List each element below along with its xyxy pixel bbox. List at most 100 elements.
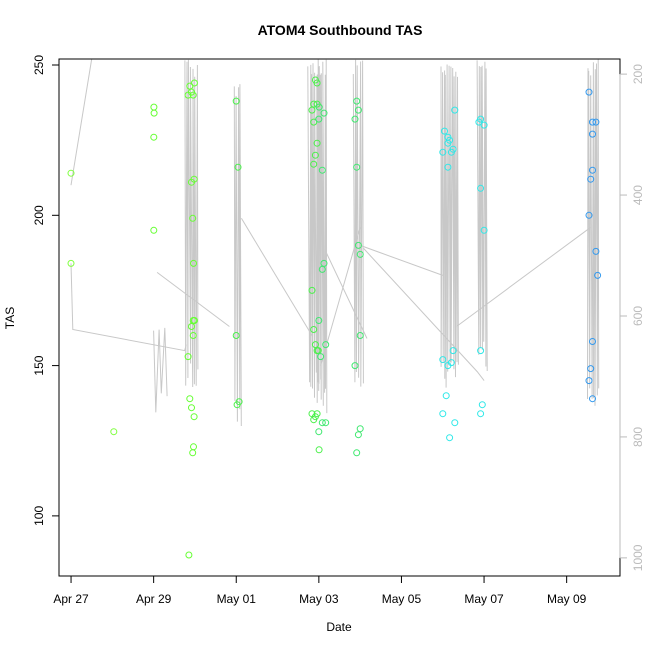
data-point bbox=[310, 118, 318, 126]
trajectory-line-burst bbox=[587, 59, 600, 406]
data-point bbox=[315, 103, 323, 111]
data-point bbox=[315, 115, 323, 123]
data-point bbox=[150, 133, 158, 141]
axes: Apr 27 Apr 29 May 01 May 03 May 05 May 07 May … bbox=[32, 55, 645, 606]
data-point bbox=[589, 118, 596, 126]
data-point bbox=[190, 443, 197, 451]
data-point bbox=[354, 431, 362, 439]
y-tick-label: 250 bbox=[32, 55, 46, 75]
data-point bbox=[480, 226, 488, 234]
data-point bbox=[318, 419, 326, 427]
y-axis-label: TAS bbox=[3, 307, 17, 329]
trajectory-line bbox=[70, 263, 187, 352]
x-tick-label: May 01 bbox=[217, 592, 257, 606]
trajectory-line-burst bbox=[316, 59, 328, 414]
y-tick-label: 150 bbox=[32, 355, 46, 375]
data-point bbox=[356, 332, 364, 339]
data-point bbox=[356, 425, 364, 433]
data-point bbox=[190, 259, 197, 267]
secondary-y-tick-label: 200 bbox=[631, 64, 645, 84]
data-point bbox=[184, 353, 192, 361]
data-point bbox=[447, 359, 455, 367]
data-point bbox=[234, 163, 242, 171]
data-point bbox=[589, 395, 596, 403]
data-point bbox=[477, 115, 485, 123]
data-point bbox=[477, 347, 485, 355]
data-point bbox=[318, 166, 326, 174]
data-point bbox=[313, 79, 321, 87]
trajectory-line bbox=[360, 244, 443, 276]
y-tick-label: 200 bbox=[32, 205, 46, 225]
data-point bbox=[315, 446, 323, 454]
data-point bbox=[439, 148, 447, 156]
data-point bbox=[110, 428, 118, 436]
data-point bbox=[315, 317, 323, 324]
data-point bbox=[585, 377, 593, 385]
x-tick-label: May 09 bbox=[547, 592, 587, 606]
data-point bbox=[311, 151, 319, 159]
data-point bbox=[351, 362, 359, 370]
data-point bbox=[189, 91, 197, 99]
trajectory-line bbox=[240, 218, 313, 336]
data-point bbox=[318, 265, 326, 273]
data-point bbox=[190, 317, 198, 324]
x-tick-label: Apr 29 bbox=[136, 592, 172, 606]
data-point bbox=[447, 148, 455, 156]
trajectory-line-burst bbox=[233, 84, 242, 427]
data-point bbox=[315, 428, 323, 436]
x-tick-label: Apr 27 bbox=[53, 592, 89, 606]
data-point bbox=[594, 271, 602, 279]
plot-frame bbox=[58, 58, 621, 577]
data-point bbox=[317, 353, 325, 361]
data-point bbox=[310, 100, 318, 108]
data-point bbox=[67, 169, 75, 177]
data-point bbox=[322, 419, 330, 427]
data-point bbox=[439, 356, 447, 364]
data-point bbox=[313, 139, 321, 147]
data-point bbox=[353, 163, 361, 171]
data-point bbox=[313, 410, 321, 418]
secondary-y-tick-label: 800 bbox=[631, 427, 645, 447]
data-point bbox=[189, 332, 197, 339]
secondary-y-tick-label: 400 bbox=[631, 185, 645, 205]
trajectory-lines bbox=[70, 58, 600, 427]
data-point bbox=[190, 79, 198, 87]
data-point bbox=[356, 250, 364, 258]
data-point bbox=[589, 166, 596, 174]
trajectory-line-burst bbox=[440, 64, 459, 388]
x-tick-label: May 03 bbox=[299, 592, 339, 606]
data-point bbox=[353, 449, 361, 457]
trajectory-line bbox=[363, 248, 485, 381]
data-point bbox=[446, 434, 454, 442]
data-point bbox=[478, 401, 486, 409]
data-point bbox=[589, 338, 596, 345]
x-axis-label: Date bbox=[326, 620, 352, 634]
data-point bbox=[314, 347, 322, 355]
data-point bbox=[150, 226, 158, 234]
data-point bbox=[190, 175, 198, 183]
data-point bbox=[477, 410, 485, 418]
data-point bbox=[354, 241, 362, 249]
data-point bbox=[188, 323, 195, 330]
data-points bbox=[67, 76, 602, 559]
data-point bbox=[592, 118, 600, 126]
data-point bbox=[439, 410, 447, 418]
data-point bbox=[310, 326, 318, 333]
chart-title: ATOM4 Southbound TAS bbox=[258, 22, 423, 38]
x-tick-label: May 07 bbox=[464, 592, 504, 606]
data-point bbox=[589, 130, 596, 138]
data-point bbox=[477, 184, 485, 192]
data-point bbox=[585, 88, 593, 96]
trajectory-line bbox=[456, 226, 591, 327]
trajectory-line-burst bbox=[153, 327, 168, 413]
data-point bbox=[235, 398, 243, 406]
data-point bbox=[451, 106, 459, 114]
trajectory-line bbox=[320, 227, 361, 366]
data-point bbox=[308, 286, 316, 294]
data-point bbox=[441, 127, 448, 135]
secondary-y-tick-label: 600 bbox=[631, 306, 645, 326]
data-point bbox=[444, 163, 452, 171]
data-point bbox=[351, 115, 359, 123]
trajectory-line bbox=[325, 251, 368, 339]
